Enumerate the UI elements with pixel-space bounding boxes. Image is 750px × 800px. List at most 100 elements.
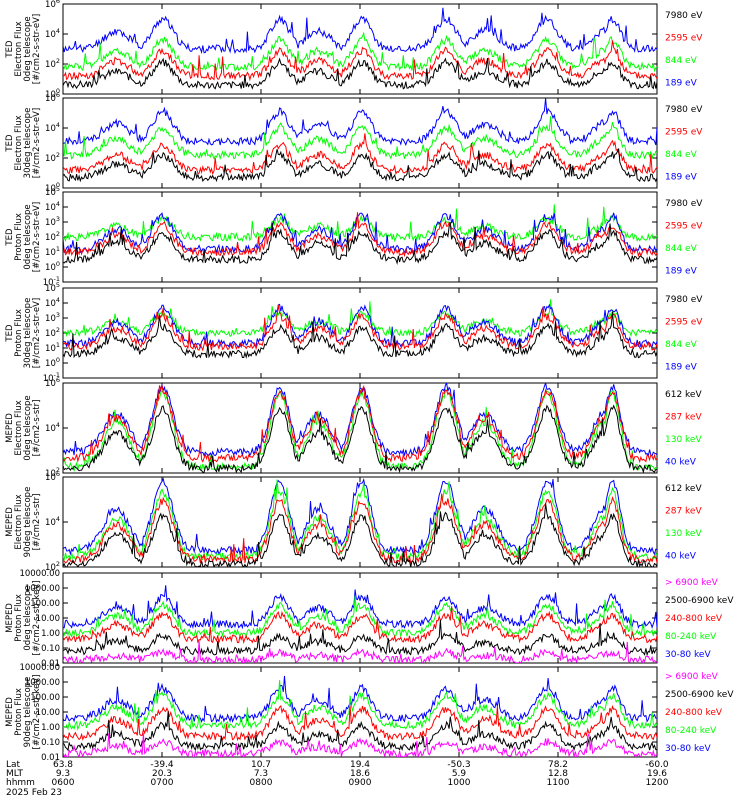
y-axis-label: Electron Flux bbox=[14, 494, 24, 549]
x-tick-label: 0900 bbox=[349, 778, 372, 788]
legend-entry: 80-240 keV bbox=[665, 726, 717, 736]
series-line bbox=[63, 303, 657, 349]
y-axis-label: 0deg telescope bbox=[23, 16, 33, 81]
series-line bbox=[63, 133, 657, 176]
panel-8: 0.01 0.10 1.00 10.00 100.00 1000.00 10000.00 ME… bbox=[5, 663, 734, 763]
legend-entry: 2500-6900 keV bbox=[665, 596, 734, 606]
y-axis-label: [#/cm2-s-str] bbox=[32, 400, 42, 457]
legend-entry: 40 keV bbox=[665, 552, 697, 562]
y-axis-label: 30deg telescope bbox=[23, 108, 33, 179]
series-line bbox=[63, 98, 657, 147]
y-axis-label: MEPED bbox=[5, 697, 15, 727]
x-row-label: hhmm bbox=[6, 778, 35, 788]
legend-entry: 7980 eV bbox=[665, 295, 703, 305]
y-tick-label: 104 bbox=[45, 515, 60, 528]
y-tick-label: 1.00 bbox=[41, 723, 60, 733]
y-axis-label: [#/cm2-s-str-keV] bbox=[32, 581, 42, 656]
legend-entry: 240-800 keV bbox=[665, 614, 723, 624]
y-tick-label: 101 bbox=[45, 341, 60, 354]
y-tick-label: 0.10 bbox=[41, 644, 60, 654]
x-tick-label: 9.3 bbox=[56, 769, 70, 779]
y-tick-label: 100 bbox=[45, 260, 60, 273]
series-line bbox=[63, 675, 657, 724]
y-axis-label: MEPED bbox=[5, 507, 15, 537]
y-axis-label: [#/cm2-s-str] bbox=[32, 494, 42, 551]
x-tick-label: 0800 bbox=[250, 778, 273, 788]
series-line bbox=[63, 595, 657, 639]
x-tick-label: 7.3 bbox=[254, 769, 268, 779]
y-axis-label: MEPED bbox=[5, 413, 15, 443]
series-line bbox=[63, 116, 657, 160]
series-line bbox=[63, 479, 657, 562]
y-tick-label: 10000.00 bbox=[19, 569, 60, 579]
y-axis-label: TED bbox=[5, 134, 15, 153]
y-axis-label: [#/cm2-s-str-keV] bbox=[32, 675, 42, 750]
x-tick-label: 1200 bbox=[646, 778, 669, 788]
legend-entry: 240-800 keV bbox=[665, 708, 723, 718]
y-tick-label: 0.01 bbox=[41, 659, 60, 669]
legend-entry: 40 keV bbox=[665, 458, 697, 468]
y-tick-label: 101 bbox=[45, 245, 60, 258]
legend-entry: 130 keV bbox=[665, 435, 702, 445]
series-line bbox=[63, 384, 657, 464]
x-tick-label: 5.9 bbox=[452, 769, 467, 779]
y-tick-label: 104 bbox=[45, 421, 60, 434]
series-line bbox=[63, 711, 657, 752]
y-tick-label: 10.00 bbox=[36, 708, 60, 718]
x-tick-label: 1000 bbox=[448, 778, 471, 788]
legend-entry: 287 keV bbox=[665, 413, 702, 423]
y-tick-label: 100.00 bbox=[30, 599, 60, 609]
x-tick-label: 1100 bbox=[547, 778, 570, 788]
legend-entry: > 6900 keV bbox=[665, 578, 719, 588]
legend-entry: 189 eV bbox=[665, 79, 698, 89]
legend-entry: 130 keV bbox=[665, 529, 702, 539]
y-axis-label: Proton Flux bbox=[14, 309, 24, 357]
x-tick-label: -50.3 bbox=[447, 760, 470, 770]
legend-entry: 844 eV bbox=[665, 340, 698, 350]
y-axis-label: [#/cm2-s-str-eV] bbox=[32, 108, 42, 178]
x-row-label: MLT bbox=[6, 769, 24, 779]
y-axis-label: Proton Flux bbox=[14, 688, 24, 736]
legend-entry: 80-240 keV bbox=[665, 632, 717, 642]
y-axis-label: Proton Flux bbox=[14, 213, 24, 261]
series-line bbox=[63, 148, 657, 183]
series-line bbox=[63, 212, 657, 258]
y-tick-label: 104 bbox=[45, 200, 60, 213]
y-tick-label: 10.00 bbox=[36, 614, 60, 624]
y-axis-label: Electron Flux bbox=[14, 400, 24, 455]
y-tick-label: 103 bbox=[45, 311, 60, 324]
series-line bbox=[63, 680, 657, 731]
legend-entry: 30-80 keV bbox=[665, 650, 711, 660]
legend-entry: 844 eV bbox=[665, 150, 698, 160]
y-tick-label: 102 bbox=[45, 230, 60, 243]
x-row-label: Lat bbox=[6, 760, 21, 770]
y-axis-label: [#/cm2-s-str-eV] bbox=[32, 14, 42, 84]
x-tick-label: 20.3 bbox=[152, 769, 172, 779]
series-line bbox=[63, 383, 657, 458]
y-tick-label: 104 bbox=[45, 27, 60, 40]
series-line bbox=[63, 477, 657, 556]
date-label: 2025 Feb 23 bbox=[6, 788, 62, 798]
legend-entry: 2595 eV bbox=[665, 222, 703, 232]
x-tick-label: 18.6 bbox=[350, 769, 370, 779]
y-axis-label: 90deg telescope bbox=[23, 487, 33, 558]
y-axis-label: [#/cm2-s-str-eV] bbox=[32, 298, 42, 368]
x-tick-label: -60.0 bbox=[645, 760, 669, 770]
series-line bbox=[63, 7, 657, 55]
legend-entry: 7980 eV bbox=[665, 105, 703, 115]
y-axis-label: TED bbox=[5, 40, 15, 59]
x-tick-label: 0600 bbox=[52, 778, 75, 788]
y-axis-label: 0deg telescope bbox=[23, 585, 33, 650]
series-line bbox=[63, 304, 657, 352]
x-tick-label: 19.6 bbox=[647, 769, 667, 779]
series-line bbox=[63, 311, 657, 360]
y-axis-label: MEPED bbox=[5, 603, 15, 633]
y-axis-label: 0deg telescope bbox=[23, 395, 33, 460]
series-line bbox=[63, 619, 657, 657]
y-tick-label: 1.00 bbox=[41, 629, 60, 639]
series-line bbox=[63, 222, 657, 266]
legend-entry: 844 eV bbox=[665, 56, 698, 66]
x-tick-label: -39.4 bbox=[150, 760, 174, 770]
